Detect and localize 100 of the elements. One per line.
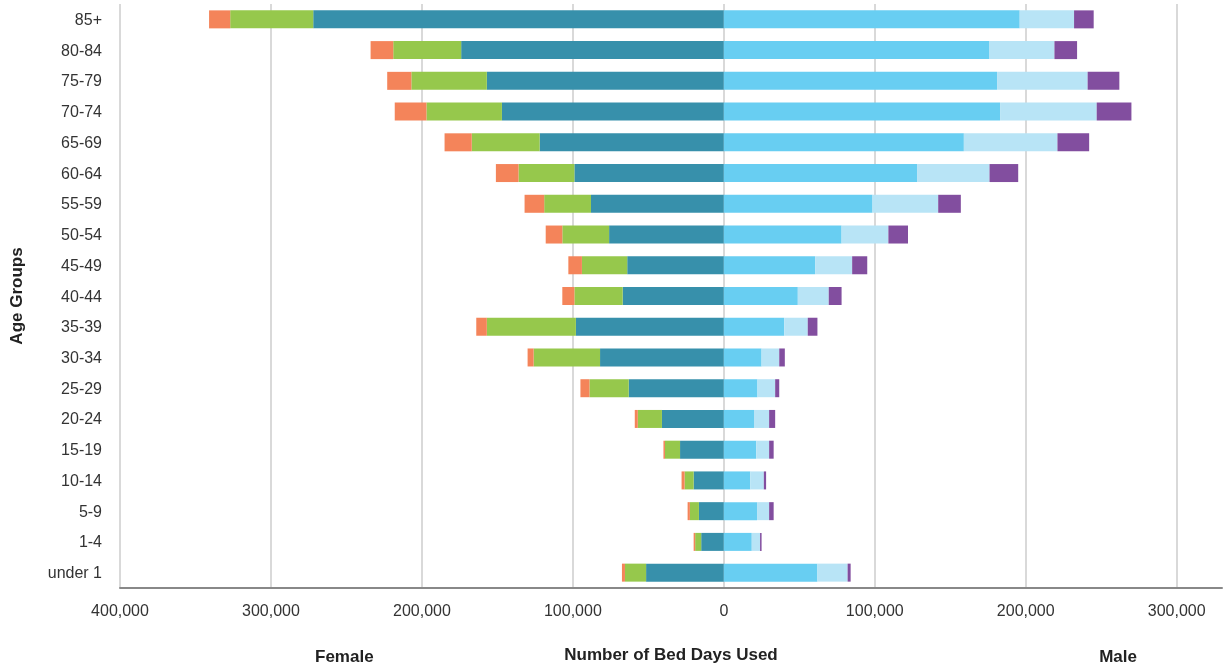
bar <box>817 563 848 582</box>
bar <box>693 471 724 490</box>
y-tick-label: 5-9 <box>78 502 103 520</box>
bar <box>989 164 1019 183</box>
bar <box>754 409 770 428</box>
y-tick-label: 60-64 <box>61 164 103 182</box>
bar <box>872 194 939 213</box>
bar <box>784 317 808 336</box>
bar <box>461 41 724 60</box>
y-tick-label: 50-54 <box>61 226 103 244</box>
bar <box>313 10 724 29</box>
bar <box>589 379 629 398</box>
bar <box>723 194 873 213</box>
bar <box>609 225 724 244</box>
bar <box>723 287 798 305</box>
bar <box>723 10 1020 29</box>
bar <box>580 379 590 398</box>
bar <box>723 164 918 183</box>
bar <box>209 10 231 29</box>
bar <box>590 194 724 213</box>
bar <box>393 41 462 60</box>
bar <box>524 194 545 213</box>
y-tick-label: 70-74 <box>61 103 103 121</box>
bar <box>230 10 314 29</box>
bar <box>756 440 770 459</box>
bar <box>575 317 724 336</box>
x-axis-title: Number of Bed Days Used <box>564 645 778 664</box>
x-tick-label: 300,000 <box>1147 601 1206 619</box>
bar <box>1019 10 1075 29</box>
bar <box>476 317 487 336</box>
bar <box>680 440 724 459</box>
bar <box>888 225 909 244</box>
x-tick-label: 0 <box>719 601 729 619</box>
bar <box>852 256 868 275</box>
y-tick-label: 65-69 <box>61 133 103 151</box>
bar <box>847 563 851 582</box>
bar <box>938 194 961 213</box>
x-tick-label: 200,000 <box>996 601 1055 619</box>
bar <box>527 348 534 367</box>
y-tick-label: 75-79 <box>61 72 103 90</box>
bar <box>769 502 774 521</box>
y-tick-label: 85+ <box>74 10 102 28</box>
y-tick-label: 80-84 <box>61 41 103 59</box>
bar <box>769 440 774 459</box>
bar <box>917 164 990 183</box>
text: Male <box>1099 647 1137 666</box>
y-tick-label: 30-34 <box>61 348 103 366</box>
bar <box>997 71 1088 90</box>
bar <box>723 502 758 521</box>
bar <box>723 317 785 336</box>
bar <box>757 502 770 521</box>
bar <box>723 532 752 551</box>
bar <box>723 379 758 398</box>
bar <box>544 194 591 213</box>
y-tick-label: 45-49 <box>61 256 103 274</box>
bar <box>689 502 699 521</box>
y-tick-label: 25-29 <box>61 379 103 397</box>
bar <box>681 471 685 490</box>
bar <box>841 225 889 244</box>
y-tick-label: 55-59 <box>61 195 103 213</box>
y-tick-label: 10-14 <box>61 471 103 489</box>
bar <box>723 225 842 244</box>
bar <box>723 563 818 582</box>
bar <box>574 287 623 305</box>
bar <box>387 71 412 90</box>
bar <box>426 102 502 121</box>
bar <box>698 502 724 521</box>
bar <box>723 471 751 490</box>
bar <box>723 133 964 152</box>
bar <box>769 409 776 428</box>
y-tick-label: 1-4 <box>78 533 103 551</box>
y-tick-label: 20-24 <box>61 410 103 428</box>
bar <box>444 133 472 152</box>
bar <box>539 133 724 152</box>
bar <box>664 440 681 459</box>
bar <box>695 532 702 551</box>
bar <box>723 102 1001 121</box>
bar <box>815 256 853 275</box>
bar <box>1057 133 1090 152</box>
x-tick-label: 100,000 <box>543 601 602 619</box>
bar <box>562 225 610 244</box>
bar <box>581 256 628 275</box>
bar <box>797 287 829 305</box>
x-tick-label: 200,000 <box>393 601 451 619</box>
bar <box>807 317 818 336</box>
bar <box>495 164 519 183</box>
bar <box>637 409 662 428</box>
y-tick-label: 35-39 <box>61 318 103 336</box>
bar <box>486 71 724 90</box>
bar <box>562 287 575 305</box>
bar <box>627 256 724 275</box>
x-tick-label: 400,000 <box>91 601 150 619</box>
bar <box>545 225 563 244</box>
bar <box>471 133 540 152</box>
bar <box>628 379 724 398</box>
bar <box>600 348 724 367</box>
bar <box>701 532 724 551</box>
bar <box>622 287 724 305</box>
y-tick-label: 40-44 <box>61 287 103 305</box>
bar <box>486 317 576 336</box>
